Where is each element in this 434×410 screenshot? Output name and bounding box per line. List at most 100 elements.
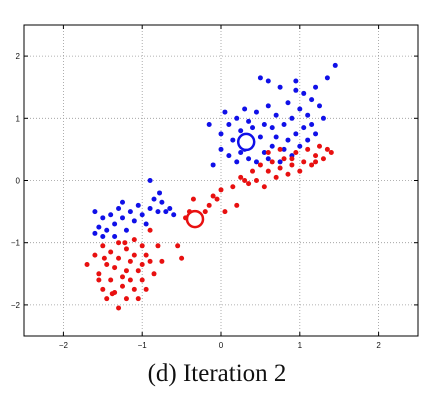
data-point-blue [273, 112, 279, 118]
data-point-blue [147, 205, 153, 211]
data-point-red [120, 274, 125, 280]
data-point-blue [123, 227, 129, 233]
data-point-red [127, 258, 133, 264]
data-point-blue [96, 224, 102, 230]
data-point-red [131, 286, 137, 292]
data-point-red [109, 291, 115, 297]
data-point-red [96, 271, 102, 277]
data-point-red [309, 162, 315, 168]
data-point-red [242, 178, 248, 183]
data-points [84, 62, 338, 311]
data-point-red [100, 243, 106, 249]
data-point-blue [120, 215, 125, 221]
data-point-red [127, 277, 133, 283]
data-point-blue [100, 215, 106, 221]
data-point-blue [108, 212, 114, 218]
data-point-red [210, 193, 216, 199]
data-point-red [135, 268, 141, 274]
x-tick-label: 0 [219, 341, 224, 350]
data-point-blue [253, 159, 259, 165]
data-point-red [123, 246, 129, 252]
data-point-red [269, 159, 275, 165]
data-point-blue [317, 103, 322, 109]
data-point-red [238, 174, 244, 180]
data-point-red [116, 255, 122, 261]
data-point-blue [301, 90, 307, 96]
centroid-marker [185, 209, 205, 229]
data-point-red [143, 286, 149, 292]
x-tick-label: −1 [138, 341, 148, 350]
data-point-blue [309, 122, 315, 128]
data-point-blue [265, 78, 271, 84]
ticks: −2 −1 0 1 2 −2 −1 0 1 2 [11, 25, 418, 350]
data-point-blue [230, 137, 236, 143]
data-point-blue [305, 112, 311, 118]
data-point-blue [92, 230, 98, 236]
data-point-blue [285, 100, 291, 106]
data-point-blue [147, 178, 153, 183]
data-point-blue [305, 137, 311, 143]
grid [24, 25, 418, 336]
data-point-blue [313, 131, 319, 137]
data-point-red [313, 153, 319, 159]
data-point-blue [120, 199, 125, 205]
data-point-red [277, 165, 283, 171]
data-point-red [289, 162, 295, 168]
data-point-red [301, 159, 307, 165]
data-point-blue [246, 156, 252, 162]
data-point-blue [293, 78, 299, 84]
data-point-red [108, 277, 114, 283]
data-point-red [131, 237, 137, 243]
data-point-blue [265, 156, 271, 162]
data-point-red [155, 243, 161, 249]
data-point-red [122, 240, 128, 246]
data-point-blue [206, 122, 212, 128]
data-point-red [253, 178, 259, 183]
data-point-red [139, 261, 145, 267]
data-point-blue [253, 109, 259, 115]
data-point-red [293, 150, 299, 156]
data-point-red [190, 196, 196, 202]
data-point-red [234, 202, 240, 208]
data-point-blue [238, 128, 244, 134]
data-point-red [317, 143, 322, 149]
data-point-blue [269, 125, 275, 131]
data-point-red [175, 243, 181, 249]
data-point-blue [281, 122, 287, 128]
centroids [185, 132, 256, 229]
data-point-blue [293, 131, 299, 137]
data-point-red [214, 196, 220, 202]
data-point-red [120, 283, 125, 289]
centroid-marker [236, 132, 256, 152]
x-tick-label: 1 [298, 341, 303, 350]
data-point-red [265, 150, 271, 156]
data-point-red [123, 268, 129, 274]
data-point-red [139, 277, 145, 283]
data-point-red [123, 296, 129, 302]
y-tick-label: 1 [16, 114, 21, 123]
data-point-blue [100, 233, 106, 239]
data-point-red [289, 156, 295, 162]
data-point-blue [309, 97, 315, 103]
data-point-red [222, 209, 228, 215]
data-point-red [273, 174, 279, 180]
data-point-red [265, 168, 271, 174]
data-point-red [324, 146, 330, 152]
y-tick-label: 0 [16, 177, 21, 186]
data-point-blue [139, 212, 145, 218]
data-point-red [230, 184, 236, 190]
data-point-blue [289, 115, 295, 121]
data-point-red [218, 187, 224, 193]
data-point-blue [226, 122, 232, 128]
data-point-red [179, 255, 185, 261]
data-point-blue [332, 62, 338, 68]
data-point-red [257, 162, 263, 168]
data-point-blue [261, 122, 267, 128]
data-point-red [131, 252, 137, 258]
data-point-blue [112, 233, 118, 239]
data-point-blue [277, 84, 283, 90]
data-point-red [96, 277, 102, 283]
data-point-blue [151, 196, 157, 202]
data-point-red [147, 258, 153, 264]
